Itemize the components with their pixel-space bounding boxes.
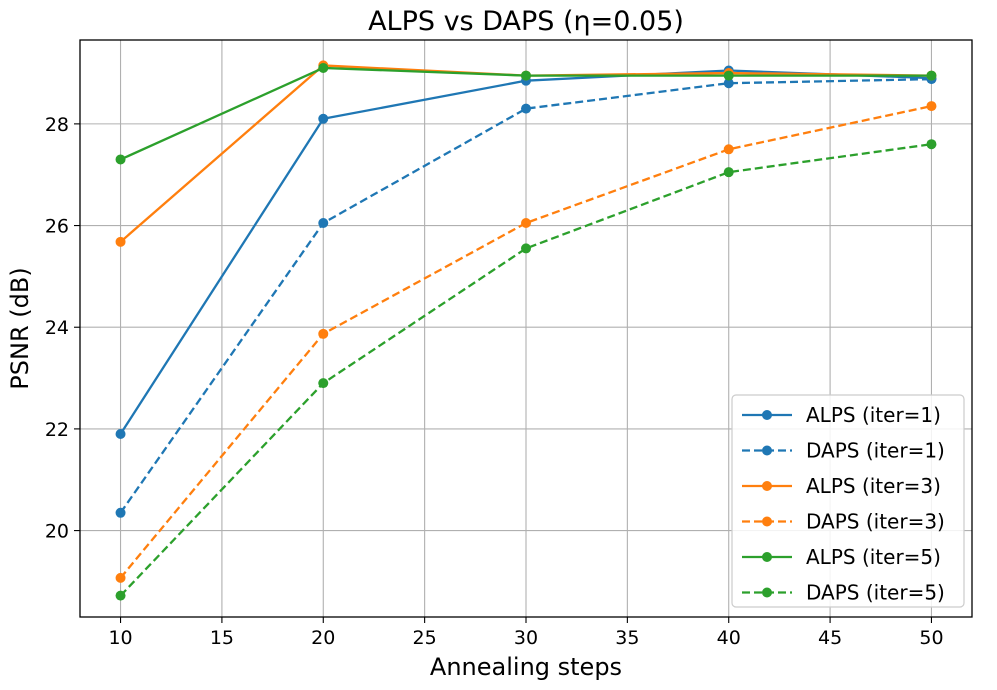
series-line [119, 104, 932, 579]
x-axis-label: Annealing steps [430, 653, 622, 681]
legend-label: DAPS (iter=1) [806, 439, 945, 463]
legend-marker [762, 410, 772, 420]
series-6 [115, 139, 937, 601]
x-tick-label: 20 [311, 627, 335, 649]
series-4 [115, 101, 937, 583]
legend-label: DAPS (iter=3) [806, 510, 945, 534]
series-group [115, 60, 937, 601]
data-point [115, 428, 126, 439]
legend-marker [762, 516, 772, 527]
data-point [521, 218, 531, 229]
x-tick-label: 30 [514, 627, 538, 649]
data-point [521, 70, 531, 81]
y-tick-label: 28 [45, 114, 69, 136]
data-point [521, 243, 531, 254]
legend: ALPS (iter=1) DAPS (iter=1) ALPS (iter=3) D… [731, 394, 965, 608]
series-line [119, 143, 932, 597]
data-point [926, 70, 937, 81]
x-tick-label: 50 [919, 627, 943, 649]
data-point [115, 572, 126, 583]
legend-marker [762, 552, 772, 562]
data-point [115, 590, 126, 601]
data-point [318, 62, 329, 73]
legend-label: ALPS (iter=1) [806, 403, 941, 427]
axis-ticks: 10 15 20 25 30 35 40 45 50 20 22 24 26 28 [45, 114, 944, 649]
legend-marker [762, 445, 772, 456]
chart-title: ALPS vs DAPS (η=0.05) [368, 6, 684, 37]
y-tick-label: 24 [45, 317, 69, 339]
data-point [318, 218, 329, 229]
data-point [723, 167, 734, 178]
data-point [521, 103, 531, 114]
x-tick-label: 45 [818, 627, 842, 649]
series-line [119, 77, 932, 514]
legend-marker [762, 481, 772, 491]
data-point [318, 113, 329, 124]
legend-label: ALPS (iter=3) [806, 474, 941, 498]
data-point [926, 139, 937, 150]
data-point [318, 328, 329, 339]
data-point [115, 236, 126, 247]
series-2 [115, 74, 937, 518]
y-axis-label: PSNR (dB) [6, 267, 34, 389]
data-point [723, 144, 734, 155]
x-tick-label: 15 [210, 627, 234, 649]
x-tick-label: 40 [717, 627, 741, 649]
data-point [115, 154, 126, 165]
legend-label: DAPS (iter=5) [806, 581, 945, 605]
series-5 [115, 62, 937, 165]
legend-marker [762, 587, 772, 598]
data-point [318, 378, 329, 389]
x-tick-label: 25 [413, 627, 437, 649]
x-tick-label: 10 [108, 627, 132, 649]
data-point [723, 70, 734, 81]
legend-label: ALPS (iter=5) [806, 545, 941, 569]
data-point [115, 507, 126, 518]
data-point [723, 78, 734, 89]
y-tick-label: 20 [45, 521, 69, 543]
legend-box [731, 394, 965, 608]
y-tick-label: 26 [45, 216, 69, 238]
y-tick-label: 22 [45, 419, 69, 441]
data-point [926, 101, 937, 112]
x-tick-label: 35 [615, 627, 639, 649]
